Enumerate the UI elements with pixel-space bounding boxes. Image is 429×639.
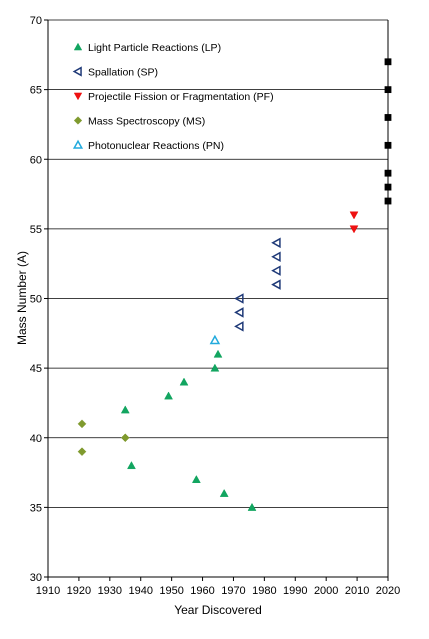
data-point [349,225,359,234]
y-tick-labels: 30 35 40 45 50 55 60 65 70 [30,15,42,584]
data-point [164,391,173,400]
data-point [77,419,87,429]
x-tick-label: 1960 [190,585,214,597]
x-tick-labels: 1910 1920 1930 1940 1950 1960 1970 1980 1990 2000… [36,585,400,597]
legend-marker [72,139,84,149]
data-point [384,197,392,205]
x-tick-label: 1980 [252,585,276,597]
data-point [271,279,281,290]
legend: Light Particle Reactions (LP) Spallation … [72,42,274,152]
legend-marker [73,116,83,125]
y-tick-label: 40 [30,433,42,445]
y-tick-label: 35 [30,502,42,514]
gridlines [48,19,388,508]
data-point [271,265,281,276]
data-point [234,321,244,332]
data-point [179,377,189,386]
data-point [191,475,201,483]
data-point [219,488,229,497]
x-tick-label: 1970 [221,585,245,597]
legend-entry-label: Spallation (SP) [88,67,158,79]
axes [44,19,389,581]
x-tick-label: 1910 [36,585,60,597]
x-tick-label: 1920 [67,585,91,597]
data-point [349,211,359,220]
y-tick-label: 65 [30,85,42,97]
legend-marker [72,66,82,77]
legend-entry-label: Photonuclear Reactions (PN) [88,140,224,152]
x-tick-label: 1950 [159,585,183,597]
data-point [384,141,392,149]
y-tick-label: 60 [30,154,42,166]
data-point [247,502,257,511]
data-point [384,86,392,94]
legend-entry-label: Projectile Fission or Fragmentation (PF) [88,91,274,103]
data-point [209,334,221,345]
y-tick-label: 70 [30,15,42,27]
data-point [384,169,392,177]
data-point [384,114,392,121]
y-tick-label: 55 [30,224,42,236]
data-point [120,405,130,414]
data-point [234,307,244,318]
data-points [77,58,392,511]
data-point [77,447,87,457]
x-axis-title: Year Discovered [174,603,262,617]
x-tick-label: 2020 [376,585,400,597]
data-point [120,433,130,443]
data-point [384,183,392,191]
y-tick-label: 45 [30,363,42,375]
x-tick-label: 2010 [345,585,369,597]
legend-entry-label: Mass Spectroscopy (MS) [88,116,205,128]
legend-entry-label: Light Particle Reactions (LP) [88,42,221,54]
y-axis-title: Mass Number (A) [15,251,29,345]
data-point [127,461,136,470]
x-tick-label: 1940 [128,585,152,597]
data-point [384,58,392,66]
y-tick-label: 30 [30,572,42,584]
legend-marker [73,42,83,51]
data-point [271,237,281,249]
data-point [234,293,244,304]
x-tick-label: 1930 [98,585,122,597]
y-tick-label: 50 [30,294,42,306]
data-point [213,349,223,358]
legend-marker [73,92,83,101]
data-point [210,363,220,372]
data-point [271,251,281,262]
x-tick-label: 2000 [314,585,338,597]
x-tick-label: 1990 [283,585,307,597]
